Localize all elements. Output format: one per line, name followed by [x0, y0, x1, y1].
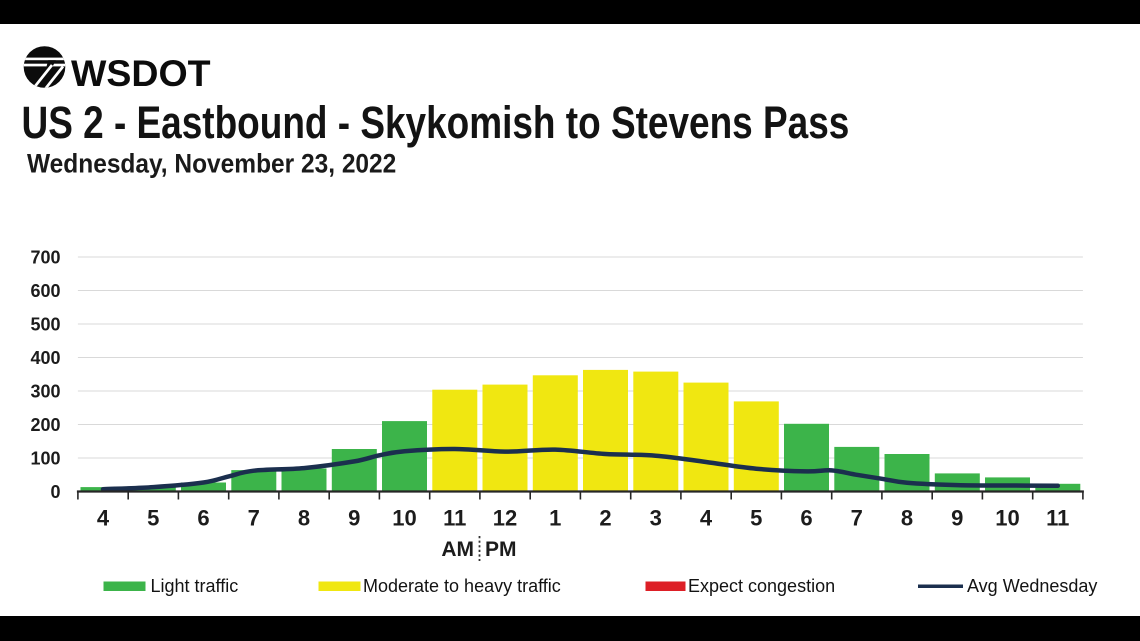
- svg-text:AM: AM: [441, 538, 474, 561]
- svg-text:11: 11: [1046, 506, 1069, 531]
- svg-text:0: 0: [50, 482, 60, 502]
- svg-text:6: 6: [197, 506, 209, 531]
- svg-text:2: 2: [599, 506, 611, 531]
- svg-text:4: 4: [700, 506, 713, 531]
- svg-text:WSDOT: WSDOT: [71, 52, 211, 94]
- svg-text:700: 700: [30, 247, 60, 267]
- svg-text:500: 500: [30, 314, 60, 334]
- svg-text:3: 3: [650, 506, 662, 531]
- svg-text:10: 10: [995, 506, 1019, 531]
- svg-text:1: 1: [549, 506, 561, 531]
- svg-text:600: 600: [30, 281, 60, 301]
- svg-text:Wednesday, November 23, 2022: Wednesday, November 23, 2022: [27, 150, 396, 179]
- svg-text:200: 200: [30, 415, 60, 435]
- svg-text:100: 100: [30, 448, 60, 468]
- svg-text:7: 7: [851, 506, 863, 531]
- svg-text:8: 8: [298, 506, 310, 531]
- svg-text:4: 4: [97, 506, 110, 531]
- svg-text:6: 6: [800, 506, 812, 531]
- svg-text:11: 11: [443, 506, 466, 531]
- svg-text:10: 10: [392, 506, 416, 531]
- svg-text:Moderate to heavy traffic: Moderate to heavy traffic: [363, 576, 561, 596]
- svg-text:5: 5: [750, 506, 762, 531]
- svg-text:PM: PM: [485, 538, 517, 561]
- svg-text:7: 7: [248, 506, 260, 531]
- svg-text:5: 5: [147, 506, 159, 531]
- svg-text:8: 8: [901, 506, 913, 531]
- svg-text:Expect congestion: Expect congestion: [688, 576, 835, 596]
- svg-text:9: 9: [951, 506, 963, 531]
- svg-text:12: 12: [493, 506, 517, 531]
- svg-text:400: 400: [30, 348, 60, 368]
- svg-text:300: 300: [30, 381, 60, 401]
- svg-text:Light traffic: Light traffic: [151, 576, 239, 596]
- svg-text:9: 9: [348, 506, 360, 531]
- svg-text:Avg Wednesday: Avg Wednesday: [967, 576, 1097, 596]
- svg-text:US 2 - Eastbound - Skykomish t: US 2 - Eastbound - Skykomish to Stevens …: [22, 98, 850, 148]
